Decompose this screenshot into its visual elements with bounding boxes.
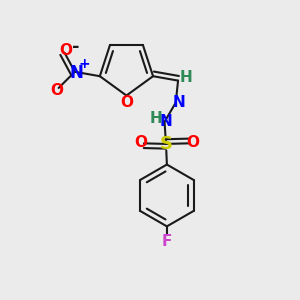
Text: O: O — [186, 135, 199, 150]
Text: N: N — [172, 95, 185, 110]
Text: S: S — [160, 135, 173, 153]
Text: O: O — [134, 135, 147, 150]
Text: N: N — [160, 114, 172, 129]
Text: N: N — [69, 64, 83, 82]
Text: H: H — [149, 111, 162, 126]
Text: O: O — [120, 95, 133, 110]
Text: O: O — [59, 43, 73, 58]
Text: +: + — [79, 57, 90, 71]
Text: -: - — [72, 38, 80, 56]
Text: F: F — [162, 234, 172, 249]
Text: O: O — [51, 83, 64, 98]
Text: H: H — [180, 70, 193, 85]
